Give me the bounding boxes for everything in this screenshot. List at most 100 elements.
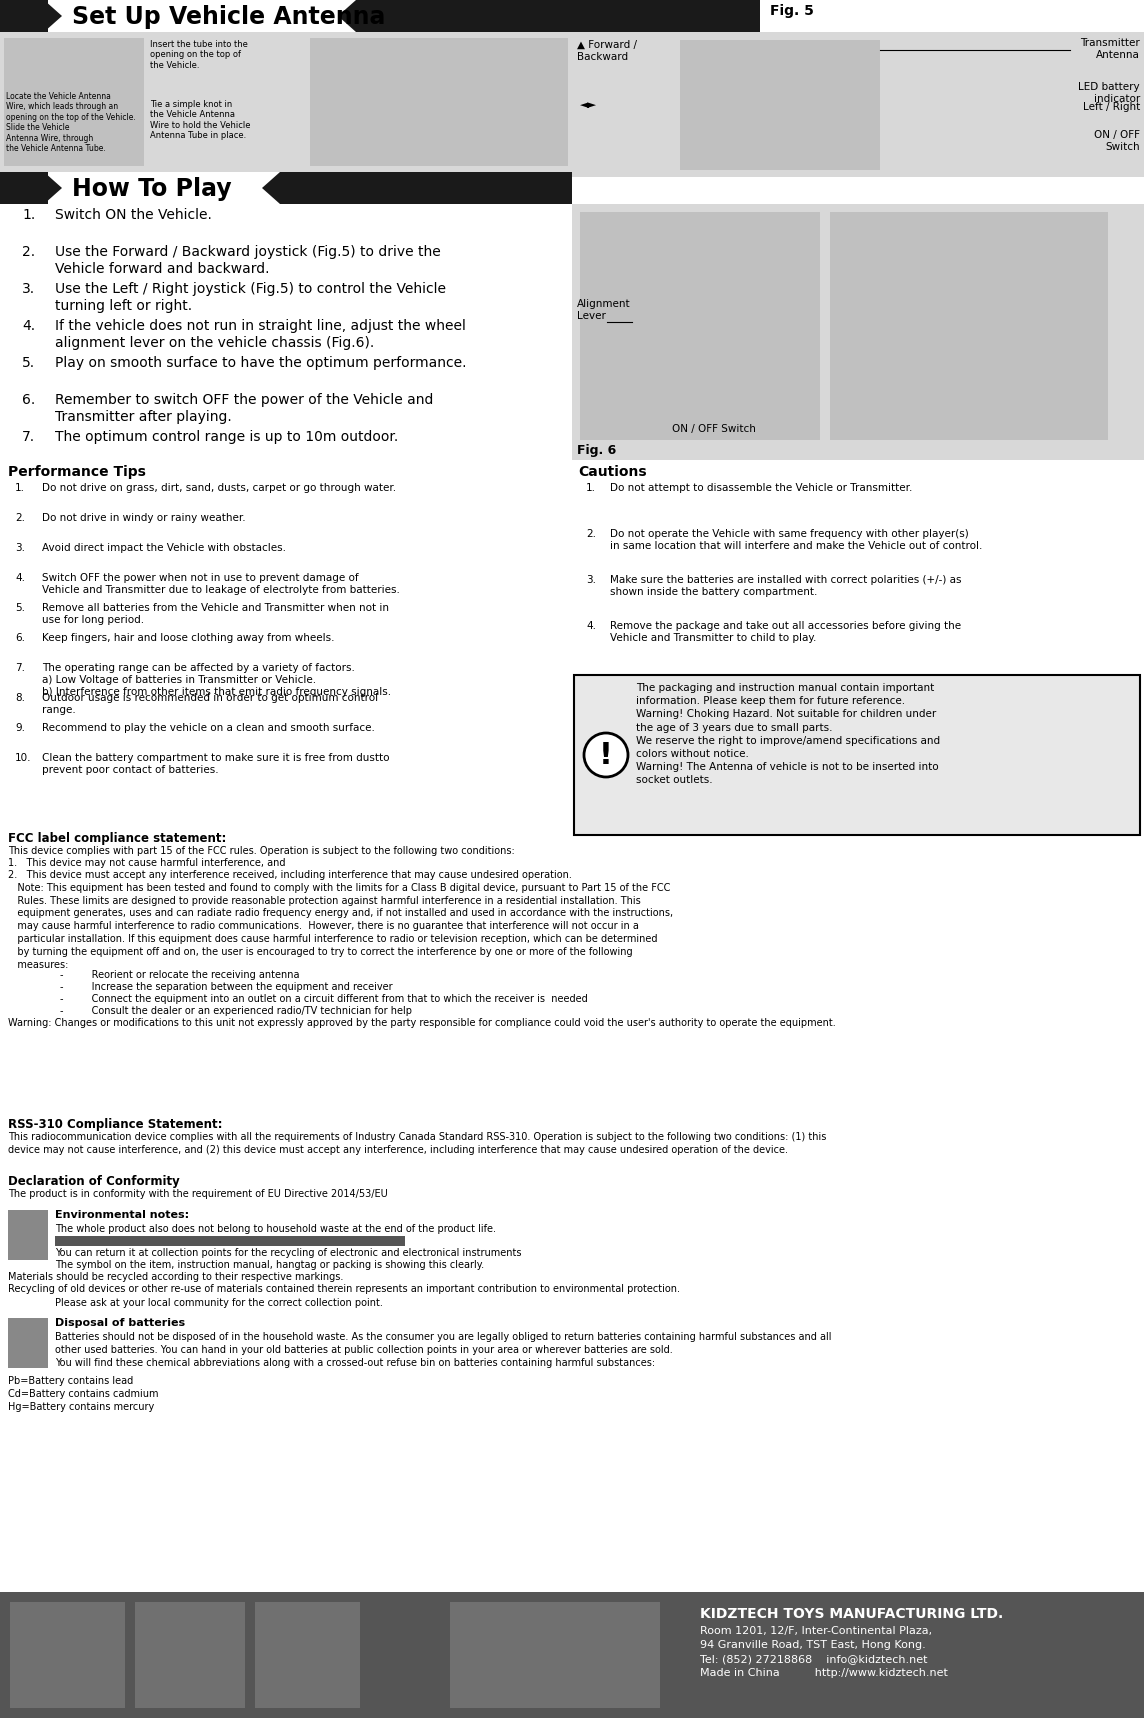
Text: Use the Forward / Backward joystick (Fig.5) to drive the
Vehicle forward and bac: Use the Forward / Backward joystick (Fig… <box>55 246 440 277</box>
Text: The whole product also does not belong to household waste at the end of the prod: The whole product also does not belong t… <box>55 1223 496 1234</box>
Bar <box>8 1318 48 1368</box>
Text: 94 Granville Road, TST East, Hong Kong.: 94 Granville Road, TST East, Hong Kong. <box>700 1641 925 1649</box>
Bar <box>831 211 1109 440</box>
Bar <box>450 1601 660 1708</box>
Text: Keep fingers, hair and loose clothing away from wheels.: Keep fingers, hair and loose clothing aw… <box>42 632 334 643</box>
Bar <box>310 38 569 167</box>
Text: 1.: 1. <box>15 483 25 493</box>
Polygon shape <box>262 172 280 204</box>
Text: Switch OFF the power when not in use to prevent damage of
Vehicle and Transmitte: Switch OFF the power when not in use to … <box>42 574 400 594</box>
Text: This radiocommunication device complies with all the requirements of Industry Ca: This radiocommunication device complies … <box>8 1132 826 1154</box>
Text: 10.: 10. <box>15 752 32 763</box>
Text: 2.: 2. <box>22 246 35 259</box>
Polygon shape <box>43 172 62 204</box>
Text: Outdoor usage is recommended in order to get optimum control
range.: Outdoor usage is recommended in order to… <box>42 692 379 715</box>
Text: KIDZTECH TOYS MANUFACTURING LTD.: KIDZTECH TOYS MANUFACTURING LTD. <box>700 1606 1003 1622</box>
Text: -         Connect the equipment into an outlet on a circuit different from that : - Connect the equipment into an outlet o… <box>59 995 588 1003</box>
Text: Locate the Vehicle Antenna
Wire, which leads through an
opening on the top of th: Locate the Vehicle Antenna Wire, which l… <box>6 93 136 153</box>
Text: 4.: 4. <box>586 620 596 631</box>
Text: The operating range can be affected by a variety of factors.
a) Low Voltage of b: The operating range can be affected by a… <box>42 663 391 698</box>
Text: 7.: 7. <box>15 663 25 673</box>
Polygon shape <box>337 0 356 33</box>
Bar <box>574 675 1141 835</box>
Text: Do not operate the Vehicle with same frequency with other player(s)
in same loca: Do not operate the Vehicle with same fre… <box>610 529 983 551</box>
Text: RSS-310 Compliance Statement:: RSS-310 Compliance Statement: <box>8 1118 222 1130</box>
Text: 2.   This device must accept any interference received, including interference t: 2. This device must accept any interfere… <box>8 869 673 969</box>
Bar <box>255 1601 360 1708</box>
Text: 6.: 6. <box>22 393 35 407</box>
Text: ◄►: ◄► <box>580 100 597 110</box>
Text: 7.: 7. <box>22 430 35 443</box>
Text: FCC label compliance statement:: FCC label compliance statement: <box>8 832 227 845</box>
Text: Environmental notes:: Environmental notes: <box>55 1209 189 1220</box>
Text: Remember to switch OFF the power of the Vehicle and
Transmitter after playing.: Remember to switch OFF the power of the … <box>55 393 434 424</box>
Text: Warning: Changes or modifications to this unit not expressly approved by the par: Warning: Changes or modifications to thi… <box>8 1019 836 1027</box>
Text: Recommend to play the vehicle on a clean and smooth surface.: Recommend to play the vehicle on a clean… <box>42 723 375 734</box>
Text: -         Consult the dealer or an experienced radio/TV technician for help: - Consult the dealer or an experienced r… <box>59 1007 412 1015</box>
Text: 9.: 9. <box>15 723 25 734</box>
Text: 4.: 4. <box>22 320 35 333</box>
Text: Disposal of batteries: Disposal of batteries <box>55 1318 185 1328</box>
Text: 3.: 3. <box>22 282 35 295</box>
Bar <box>280 172 572 204</box>
Text: Left / Right: Left / Right <box>1082 101 1141 112</box>
Bar <box>55 1235 405 1246</box>
Text: The product is in conformity with the requirement of EU Directive 2014/53/EU: The product is in conformity with the re… <box>8 1189 388 1199</box>
Text: How To Play: How To Play <box>72 177 231 201</box>
Bar <box>0 172 48 204</box>
Text: Switch ON the Vehicle.: Switch ON the Vehicle. <box>55 208 212 222</box>
Text: ON / OFF Switch: ON / OFF Switch <box>672 424 756 435</box>
Text: Room 1201, 12/F, Inter-Continental Plaza,: Room 1201, 12/F, Inter-Continental Plaza… <box>700 1625 932 1636</box>
Text: Clean the battery compartment to make sure it is free from dustto
prevent poor c: Clean the battery compartment to make su… <box>42 752 389 775</box>
Text: Make sure the batteries are installed with correct polarities (+/-) as
shown ins: Make sure the batteries are installed wi… <box>610 576 961 596</box>
Text: 2.: 2. <box>586 529 596 539</box>
Text: 3.: 3. <box>586 576 596 586</box>
Text: 1.   This device may not cause harmful interference, and: 1. This device may not cause harmful int… <box>8 857 286 868</box>
Text: The symbol on the item, instruction manual, hangtag or packing is showing this c: The symbol on the item, instruction manu… <box>55 1259 484 1270</box>
Text: Please ask at your local community for the correct collection point.: Please ask at your local community for t… <box>55 1299 383 1307</box>
Bar <box>0 33 572 172</box>
Bar <box>356 0 760 33</box>
Text: Avoid direct impact the Vehicle with obstacles.: Avoid direct impact the Vehicle with obs… <box>42 543 286 553</box>
Text: Performance Tips: Performance Tips <box>8 466 146 479</box>
Bar <box>135 1601 245 1708</box>
Text: Materials should be recycled according to their respective markings.
Recycling o: Materials should be recycled according t… <box>8 1271 680 1294</box>
Text: 1.: 1. <box>22 208 35 222</box>
Text: Declaration of Conformity: Declaration of Conformity <box>8 1175 180 1189</box>
Bar <box>0 1593 1144 1718</box>
Text: 4.: 4. <box>15 574 25 582</box>
Circle shape <box>583 734 628 777</box>
Text: 5.: 5. <box>15 603 25 613</box>
Text: ON / OFF
Switch: ON / OFF Switch <box>1094 131 1141 151</box>
Text: ▲ Forward /
Backward: ▲ Forward / Backward <box>577 40 637 62</box>
Text: Transmitter
Antenna: Transmitter Antenna <box>1080 38 1141 60</box>
Text: Pb=Battery contains lead
Cd=Battery contains cadmium
Hg=Battery contains mercury: Pb=Battery contains lead Cd=Battery cont… <box>8 1376 159 1412</box>
Bar <box>8 1209 48 1259</box>
Bar <box>572 33 1144 177</box>
Text: 1.: 1. <box>586 483 596 493</box>
Bar <box>10 1601 125 1708</box>
Text: Fig. 6: Fig. 6 <box>577 443 617 457</box>
Text: 6.: 6. <box>15 632 25 643</box>
Text: Do not drive in windy or rainy weather.: Do not drive in windy or rainy weather. <box>42 514 246 522</box>
Text: Made in China          http://www.kidztech.net: Made in China http://www.kidztech.net <box>700 1668 948 1678</box>
Text: 8.: 8. <box>15 692 25 703</box>
Text: -         Increase the separation between the equipment and receiver: - Increase the separation between the eq… <box>59 983 392 991</box>
Text: If the vehicle does not run in straight line, adjust the wheel
alignment lever o: If the vehicle does not run in straight … <box>55 320 466 350</box>
Text: 3.: 3. <box>15 543 25 553</box>
Polygon shape <box>43 0 62 33</box>
Bar <box>0 0 48 33</box>
Text: Remove the package and take out all accessories before giving the
Vehicle and Tr: Remove the package and take out all acce… <box>610 620 961 643</box>
Bar <box>680 40 880 170</box>
Text: Fig. 5: Fig. 5 <box>770 3 813 17</box>
Text: Do not drive on grass, dirt, sand, dusts, carpet or go through water.: Do not drive on grass, dirt, sand, dusts… <box>42 483 396 493</box>
Text: Alignment
Lever: Alignment Lever <box>577 299 630 321</box>
Text: This device complies with part 15 of the FCC rules. Operation is subject to the : This device complies with part 15 of the… <box>8 845 515 856</box>
Bar <box>572 204 1144 460</box>
Text: 5.: 5. <box>22 356 35 369</box>
Text: Tel: (852) 27218868    info@kidztech.net: Tel: (852) 27218868 info@kidztech.net <box>700 1654 928 1665</box>
Text: You can return it at collection points for the recycling of electronic and elect: You can return it at collection points f… <box>55 1247 522 1258</box>
Text: Play on smooth surface to have the optimum performance.: Play on smooth surface to have the optim… <box>55 356 467 369</box>
Bar <box>580 211 820 440</box>
Text: Use the Left / Right joystick (Fig.5) to control the Vehicle
turning left or rig: Use the Left / Right joystick (Fig.5) to… <box>55 282 446 313</box>
